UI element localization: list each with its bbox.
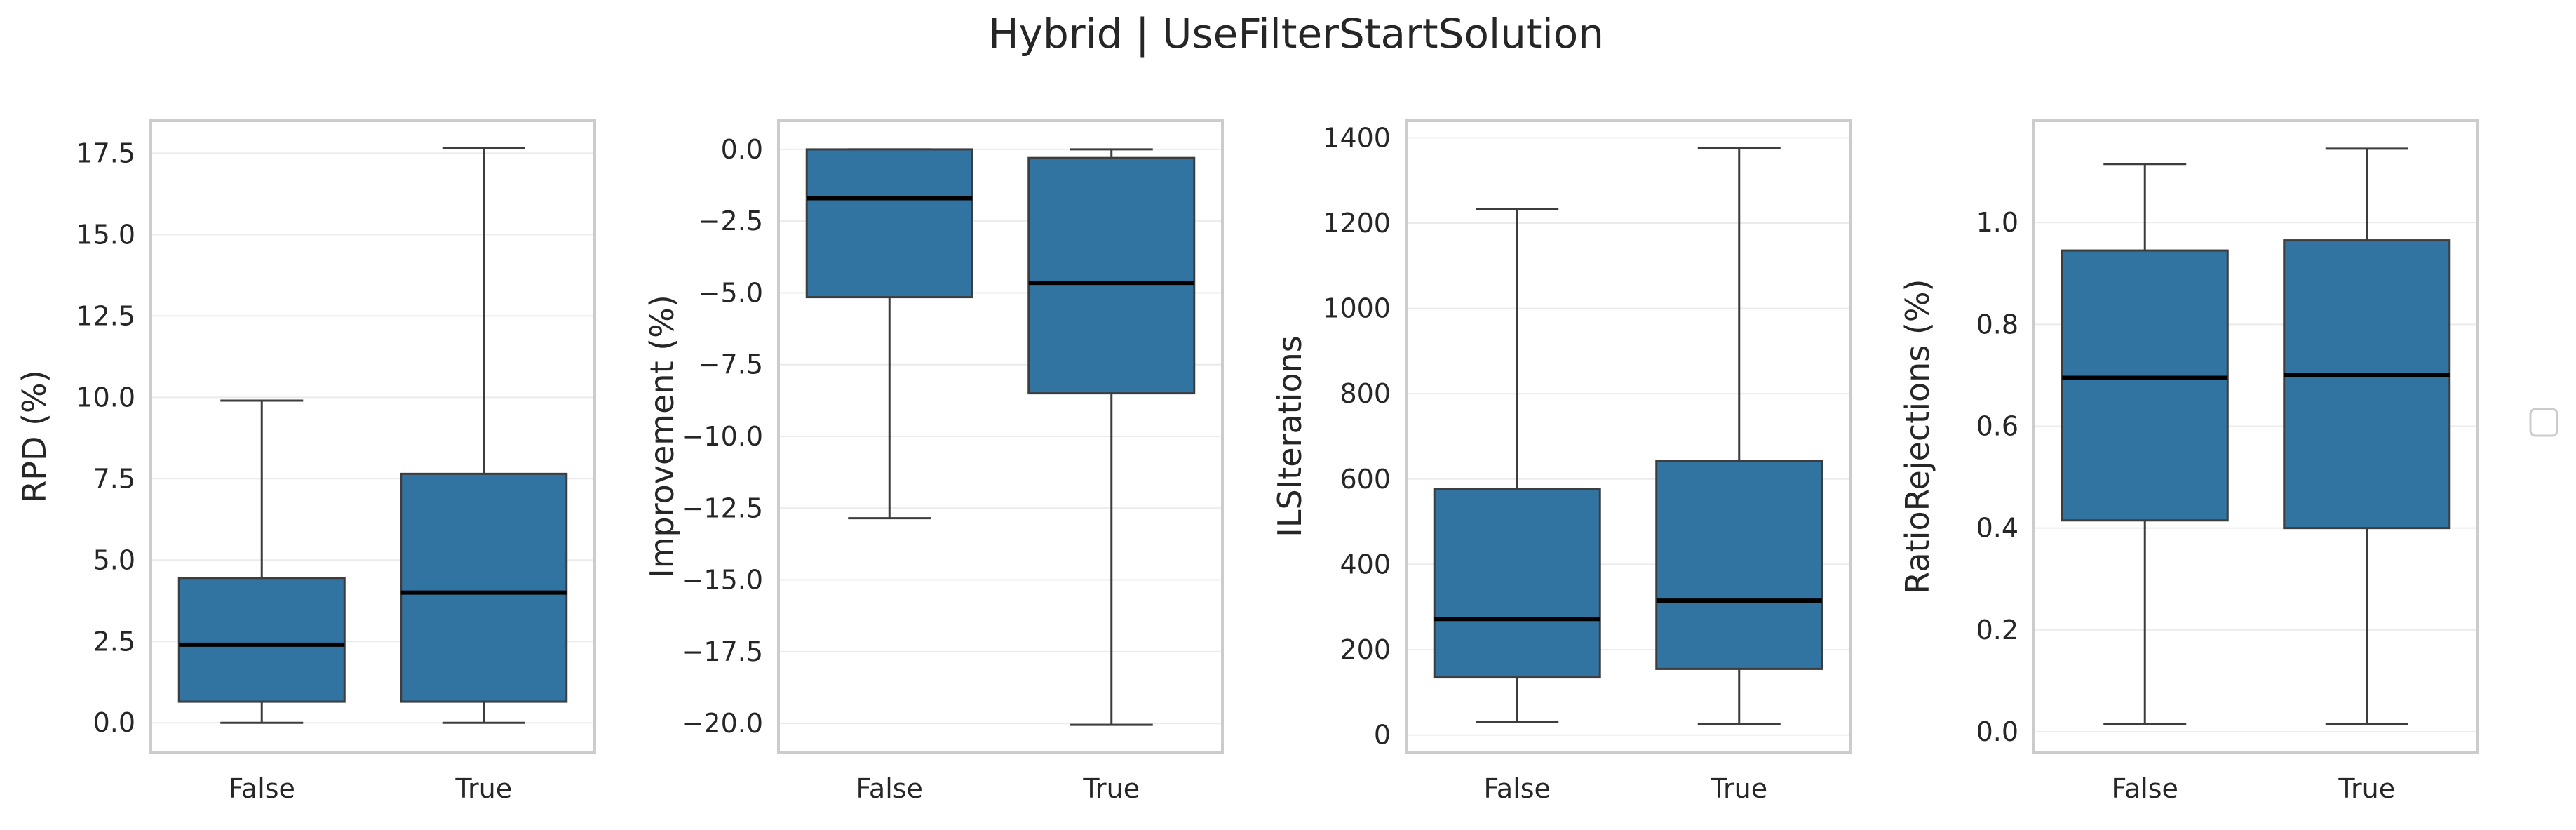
y-tick-label: 1200 (1323, 208, 1391, 239)
y-tick-label: 10.0 (76, 382, 135, 413)
y-tick-label: 600 (1340, 464, 1391, 495)
y-tick-label: 1.0 (1976, 207, 2018, 238)
y-tick-label: 400 (1340, 549, 1391, 580)
iqr-box (177, 577, 346, 703)
iqr-box (1027, 156, 1196, 395)
y-tick-label: 0.0 (1976, 716, 2018, 747)
y-axis-label: Improvement (%) (643, 295, 681, 578)
y-tick-label: −10.0 (682, 421, 763, 452)
box-true (1655, 147, 1823, 725)
x-tick-label: False (1484, 773, 1551, 804)
y-tick-label: 17.5 (76, 138, 135, 168)
x-tick-label: True (1710, 773, 1767, 804)
panel-3: 0 200 400 600 800 1000 1200 1400 ILSIterations Fa… (1271, 119, 1852, 804)
y-tick-label: 12.5 (76, 300, 135, 331)
y-tick-label: 0.4 (1976, 513, 2018, 544)
y-tick-label: 0.8 (1976, 309, 2018, 340)
x-tick-label: True (454, 773, 512, 804)
box-true (1027, 148, 1196, 726)
y-tick-label: 0.6 (1976, 410, 2018, 441)
x-tick-label: False (856, 773, 923, 804)
y-tick-label: 0.0 (721, 134, 763, 165)
y-tick-label: 15.0 (76, 219, 135, 250)
y-tick-label: 200 (1340, 634, 1391, 665)
y-tick-label: 800 (1340, 378, 1391, 409)
box-false (2061, 163, 2229, 725)
iqr-box (2061, 249, 2229, 522)
y-tick-label: −17.5 (682, 636, 763, 667)
box-false (1433, 208, 1601, 723)
panels: 0.0 2.5 5.0 7.5 10.0 12.5 15.0 17.5 RPD (%) False… (15, 119, 2479, 804)
y-tick-label: 2.5 (93, 626, 135, 657)
iqr-box (400, 472, 568, 703)
panel-2: 0.0 −2.5 −5.0 −7.5 −10.0 −12.5 −15.0 −17.5 −20.0… (643, 119, 1224, 804)
y-axis-label: RatioRejections (%) (1899, 279, 1936, 594)
y-tick-label: 1400 (1323, 122, 1391, 153)
y-axis-label: RPD (%) (15, 370, 53, 502)
y-tick-label: −20.0 (682, 708, 763, 739)
panel-4: 0.0 0.2 0.4 0.6 0.8 1.0 RatioRejections (%) Fal… (1899, 119, 2479, 804)
box-false (177, 399, 346, 724)
y-tick-label: 7.5 (93, 463, 135, 494)
box-true (2283, 147, 2451, 725)
axes-frame (2032, 119, 2479, 754)
box-true (400, 147, 568, 724)
iqr-box (805, 148, 973, 299)
iqr-box (1655, 460, 1823, 670)
panel-1: 0.0 2.5 5.0 7.5 10.0 12.5 15.0 17.5 RPD (%) False… (15, 119, 596, 804)
axes-frame (149, 119, 596, 754)
axes-frame (1405, 119, 1852, 754)
y-tick-label: 0.2 (1976, 615, 2018, 645)
box-false (805, 148, 973, 520)
y-tick-label: −7.5 (699, 349, 763, 380)
figure-title: Hybrid | UseFilterStartSolution (988, 10, 1604, 58)
axes-frame (777, 119, 1224, 754)
x-tick-label: True (1082, 773, 1140, 804)
y-tick-label: −12.5 (682, 493, 763, 523)
x-tick-label: False (2112, 773, 2178, 804)
y-tick-label: −2.5 (699, 206, 763, 236)
y-tick-label: 0 (1374, 720, 1391, 751)
x-tick-label: False (229, 773, 295, 804)
y-tick-label: 1000 (1323, 293, 1391, 324)
empty-legend-box (2529, 408, 2558, 437)
y-tick-label: −15.0 (682, 565, 763, 596)
y-tick-label: 0.0 (93, 707, 135, 738)
iqr-box (2283, 239, 2451, 530)
iqr-box (1433, 488, 1601, 679)
x-tick-label: True (2338, 773, 2395, 804)
y-tick-label: −5.0 (699, 277, 763, 308)
y-tick-label: 5.0 (93, 544, 135, 575)
y-axis-label: ILSIterations (1271, 335, 1309, 537)
